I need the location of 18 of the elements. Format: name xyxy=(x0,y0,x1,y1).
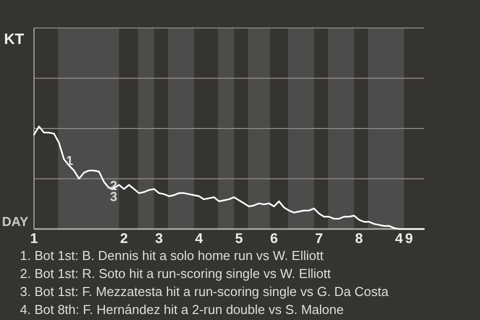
x-tick-label: 1 xyxy=(30,230,38,246)
text: 1. Bot 1st: B. Dennis hit a solo home run vs W. Elliott xyxy=(20,248,324,263)
text: 4. Bot 8th: F. Hernández hit a 2-run double vs S. Malone xyxy=(20,302,344,317)
x-tick-label: 4 xyxy=(395,230,404,246)
x-tick-label: 5 xyxy=(235,230,244,246)
x-tick-label: 2 xyxy=(120,230,128,246)
x-tick-label: 4 xyxy=(195,230,204,246)
annotation: 1 xyxy=(66,153,74,168)
text: DAY xyxy=(2,214,29,229)
annotation: 3 xyxy=(110,189,118,204)
x-tick-label: 9 xyxy=(405,230,414,246)
text: KT xyxy=(4,31,24,48)
x-tick-label: 3 xyxy=(155,230,164,246)
x-tick-label: 6 xyxy=(270,230,278,246)
x-tick-label: 8 xyxy=(355,230,364,246)
text: 2. Bot 1st: R. Soto hit a run-scoring single vs W. Elliott xyxy=(20,266,332,281)
text: 3. Bot 1st: F. Mezzatesta hit a run-scoring single vs G. Da Costa xyxy=(20,284,390,299)
x-tick-label: 7 xyxy=(315,230,324,246)
